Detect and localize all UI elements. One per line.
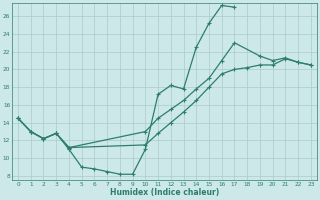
X-axis label: Humidex (Indice chaleur): Humidex (Indice chaleur)	[110, 188, 219, 197]
